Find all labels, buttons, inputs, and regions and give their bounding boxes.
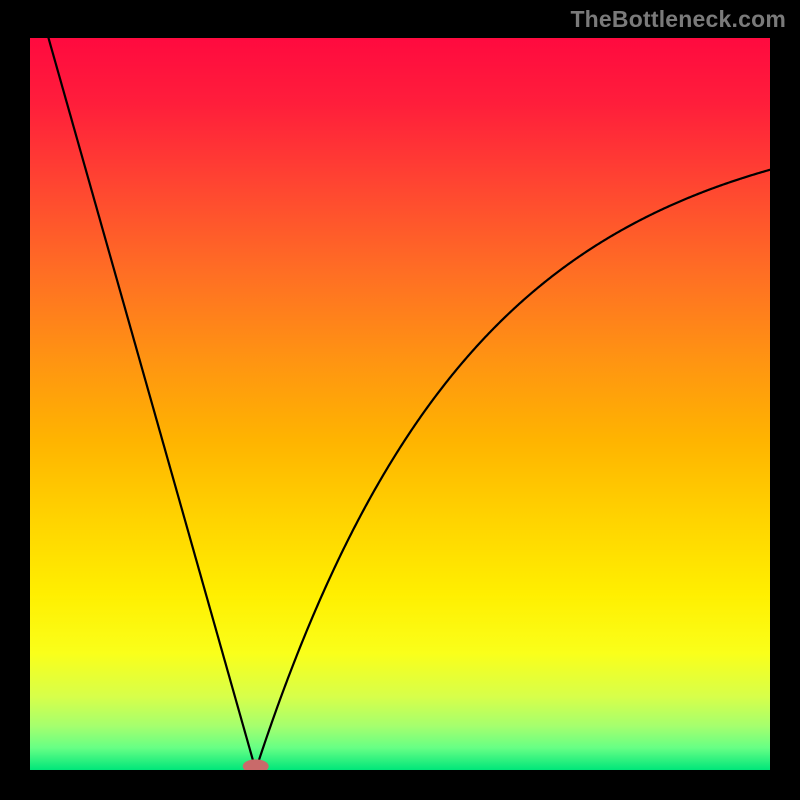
bottleneck-chart: [30, 38, 770, 770]
chart-container: TheBottleneck.com: [0, 0, 800, 800]
watermark-text: TheBottleneck.com: [570, 6, 786, 33]
chart-background: [30, 38, 770, 770]
